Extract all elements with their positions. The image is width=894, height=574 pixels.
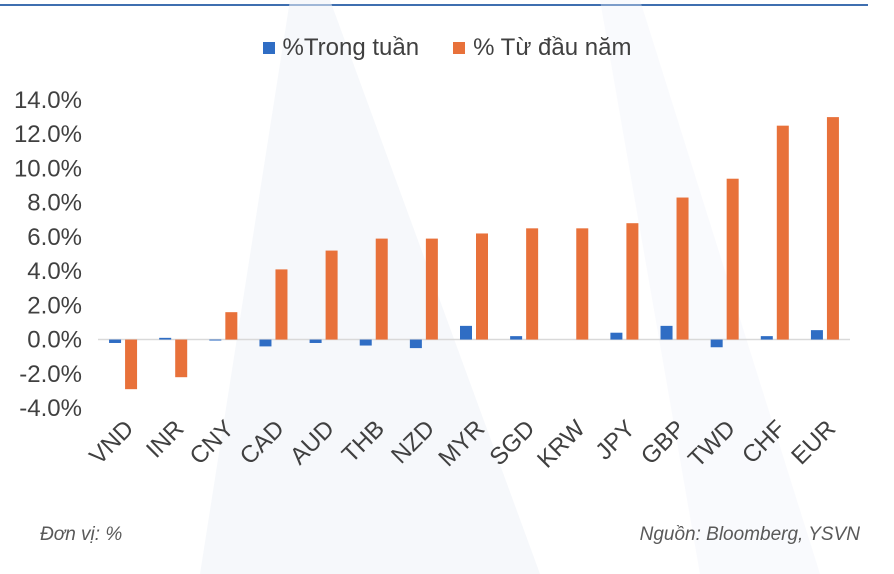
x-tick-label: INR xyxy=(141,415,189,463)
legend-label-weekly: %Trong tuần xyxy=(282,34,420,61)
bar-weekly-myr xyxy=(460,325,472,340)
bar-ytd-cny xyxy=(225,312,238,340)
bar-weekly-inr xyxy=(159,337,172,340)
y-tick-label: 0.0% xyxy=(27,327,82,354)
y-tick-label: -4.0% xyxy=(19,395,82,422)
x-tick-label: AUD xyxy=(285,415,340,470)
unit-note: Đơn vị: % xyxy=(40,524,123,545)
bar-ytd-nzd xyxy=(425,238,438,340)
bar-ytd-inr xyxy=(175,339,188,378)
legend-swatch-weekly xyxy=(262,42,275,54)
x-tick-label: MYR xyxy=(433,415,490,472)
legend-label-ytd: % Từ đầu năm xyxy=(473,34,632,61)
bar-weekly-twd xyxy=(710,339,723,348)
y-tick-label: 12.0% xyxy=(14,121,82,148)
x-tick-label: CHF xyxy=(737,415,791,469)
y-tick-label: 14.0% xyxy=(14,87,82,114)
bar-ytd-krw xyxy=(576,228,589,340)
bar-chart: 14.0% 12.0% 10.0% 8.0% 6.0% 4.0% 2.0% 0.0% -2.0%… xyxy=(14,87,850,474)
y-tick-label: 10.0% xyxy=(14,155,82,182)
bar-ytd-sgd xyxy=(526,228,539,340)
y-tick-label: 2.0% xyxy=(27,292,82,319)
bar-weekly-nzd xyxy=(409,339,422,349)
x-tick-label: VND xyxy=(84,415,139,470)
bar-weekly-eur xyxy=(810,330,823,340)
top-rule xyxy=(0,4,868,6)
legend-item-weekly: %Trong tuần xyxy=(262,34,420,62)
bar-ytd-cad xyxy=(275,269,288,340)
x-tick-label: THB xyxy=(337,415,390,468)
x-tick-label: CAD xyxy=(235,415,290,470)
bar-ytd-chf xyxy=(776,125,789,340)
y-tick-label: -2.0% xyxy=(19,361,82,388)
bar-weekly-chf xyxy=(760,336,773,340)
bar-weekly-jpy xyxy=(610,332,623,340)
x-tick-label: GBP xyxy=(636,415,691,470)
bar-ytd-thb xyxy=(375,238,388,340)
x-tick-label: EUR xyxy=(786,415,841,470)
bar-weekly-gbp xyxy=(660,325,673,340)
bar-weekly-sgd xyxy=(510,336,523,340)
y-tick-label: 4.0% xyxy=(27,258,82,285)
x-tick-label: CNY xyxy=(185,415,240,470)
bar-ytd-eur xyxy=(826,117,839,340)
bar-weekly-vnd xyxy=(109,339,122,343)
bar-ytd-myr xyxy=(476,233,488,340)
bar-ytd-vnd xyxy=(125,339,138,390)
bar-weekly-cad xyxy=(259,339,272,347)
bar-weekly-aud xyxy=(309,339,322,343)
y-tick-label: 6.0% xyxy=(27,224,82,251)
x-tick-label: SGD xyxy=(485,415,541,471)
bar-weekly-thb xyxy=(359,339,372,346)
x-tick-label: KRW xyxy=(532,415,591,474)
legend-item-ytd: % Từ đầu năm xyxy=(453,34,631,62)
legend-swatch-ytd xyxy=(453,42,466,54)
y-tick-label: 8.0% xyxy=(27,190,82,217)
bar-ytd-jpy xyxy=(626,223,639,340)
x-tick-label: JPY xyxy=(590,415,640,465)
bar-ytd-aud xyxy=(325,250,338,340)
bar-ytd-gbp xyxy=(676,197,689,340)
x-tick-label: NZD xyxy=(386,415,440,469)
source-note: Nguồn: Bloomberg, YSVN xyxy=(639,524,860,545)
chart-legend: %Trong tuần % Từ đầu năm xyxy=(0,34,894,62)
x-tick-label: TWD xyxy=(683,415,741,473)
bar-ytd-twd xyxy=(726,178,739,340)
bar-weekly-cny xyxy=(209,339,222,341)
